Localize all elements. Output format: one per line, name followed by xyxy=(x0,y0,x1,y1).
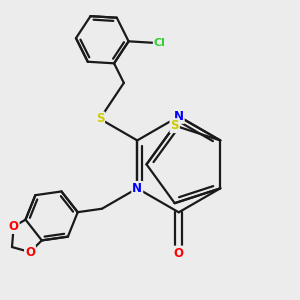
Text: O: O xyxy=(9,220,19,233)
Text: N: N xyxy=(132,182,142,195)
Text: S: S xyxy=(170,119,179,132)
Text: O: O xyxy=(174,247,184,260)
Text: S: S xyxy=(96,112,104,125)
Text: Cl: Cl xyxy=(154,38,166,48)
Text: O: O xyxy=(25,246,35,259)
Text: N: N xyxy=(174,110,184,123)
